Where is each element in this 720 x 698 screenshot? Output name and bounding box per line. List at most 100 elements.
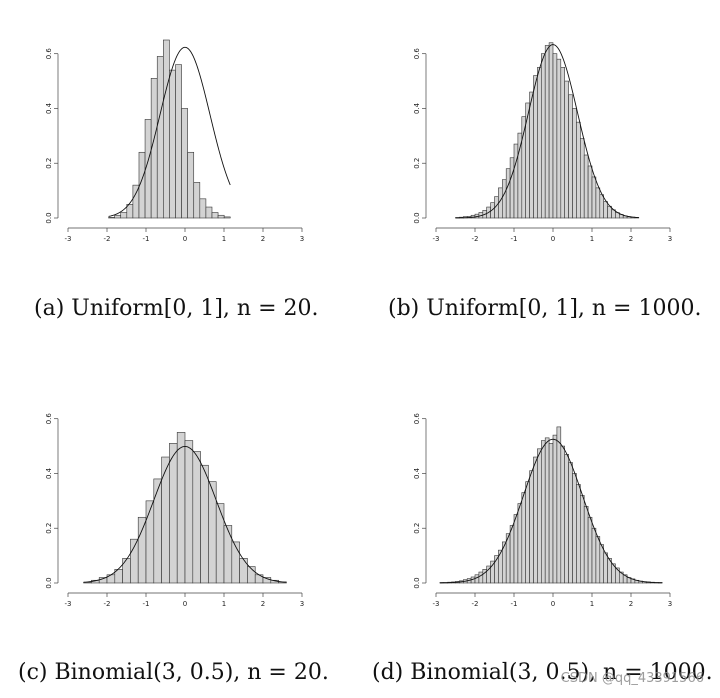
x-axis: -3 -2 -1 0 1 2 3	[433, 227, 672, 243]
histogram-bar	[541, 440, 546, 584]
caption-d: (d) Binomial(3, 0.5), n = 1000.	[372, 660, 713, 685]
y-tick-label: 0.6	[45, 48, 53, 60]
chart-panel-a: -3 -2 -1 0 1 2 3 0.0 0.2 0.4 0.6	[20, 30, 360, 280]
x-tick-label: 3	[300, 235, 304, 243]
caption-c: (c) Binomial(3, 0.5), n = 20.	[18, 660, 329, 685]
histogram-bar	[556, 58, 562, 219]
histogram-bar	[560, 445, 566, 584]
x-tick-label: -2	[472, 600, 479, 608]
histogram-bar	[156, 56, 164, 219]
bars	[83, 432, 287, 584]
histogram-bar	[505, 168, 511, 219]
chart-panel-d: -3 -2 -1 0 1 2 3 0.0 0.2 0.4 0.6	[388, 395, 720, 645]
histogram-bar	[544, 437, 550, 584]
y-tick-label: 0.0	[45, 212, 53, 223]
x-tick-label: 0	[551, 600, 555, 608]
histogram-bar	[145, 500, 155, 584]
histogram-bar	[587, 165, 593, 219]
histogram-bar	[517, 503, 523, 584]
y-tick-label: 0.0	[45, 577, 53, 588]
x-axis: -3 -2 -1 0 1 2 3	[65, 592, 304, 608]
histogram-bar	[583, 506, 589, 584]
x-tick-label: -1	[511, 600, 518, 608]
histogram-bar	[132, 184, 140, 219]
histogram-bar	[474, 574, 480, 584]
histogram-bar	[502, 179, 507, 219]
bars	[455, 42, 640, 219]
histogram-bar	[576, 121, 581, 219]
histogram-bar	[603, 552, 608, 584]
histogram-bar	[478, 571, 484, 584]
histogram-bar	[568, 462, 573, 584]
x-tick-label: 0	[183, 235, 187, 243]
y-tick-label: 0.4	[413, 102, 421, 114]
histogram-bar	[533, 456, 538, 584]
x-axis: -3 -2 -1 0 1 2 3	[65, 227, 304, 243]
histogram-bar	[587, 516, 593, 584]
histogram-bar	[560, 67, 566, 219]
histogram-bar	[599, 544, 605, 584]
histogram-bar	[521, 492, 527, 584]
histogram-bar	[223, 525, 233, 584]
histogram-bar	[591, 527, 597, 584]
x-tick-label: 3	[668, 600, 672, 608]
density-curve	[108, 46, 231, 217]
x-tick-label: 2	[261, 600, 265, 608]
bars	[439, 426, 663, 584]
x-tick-label: -1	[511, 235, 518, 243]
histogram-bar	[187, 151, 195, 219]
histogram-bar	[153, 478, 162, 584]
x-tick-label: 1	[222, 235, 226, 243]
histogram-bar	[181, 108, 188, 219]
y-tick-label: 0.2	[45, 523, 53, 534]
histogram-bar	[509, 157, 515, 219]
histogram-bar	[564, 80, 569, 219]
histogram-bar	[192, 451, 201, 584]
y-tick-label: 0.6	[413, 48, 421, 60]
chart-panel-c: -3 -2 -1 0 1 2 3 0.0 0.2 0.4 0.6	[20, 395, 360, 645]
x-tick-label: -2	[104, 235, 111, 243]
y-axis: 0.0 0.2 0.4 0.6	[413, 48, 427, 224]
histogram-bar	[599, 194, 605, 219]
x-tick-label: 3	[668, 235, 672, 243]
y-tick-label: 0.4	[413, 467, 421, 479]
histogram-d: -3 -2 -1 0 1 2 3 0.0 0.2 0.4 0.6	[413, 413, 672, 608]
x-tick-label: 3	[300, 600, 304, 608]
y-tick-label: 0.2	[413, 158, 421, 169]
x-tick-label: 1	[590, 600, 594, 608]
histogram-bar	[114, 214, 122, 219]
y-tick-label: 0.6	[413, 413, 421, 425]
histogram-bar	[217, 214, 225, 219]
histogram-bar	[564, 453, 569, 584]
histogram-bar	[525, 481, 530, 584]
histogram-bar	[199, 198, 207, 219]
histogram-a: -3 -2 -1 0 1 2 3 0.0 0.2 0.4 0.6	[45, 39, 304, 243]
y-tick-label: 0.2	[413, 523, 421, 534]
caption-b: (b) Uniform[0, 1], n = 1000.	[388, 296, 702, 321]
x-tick-label: -2	[472, 235, 479, 243]
histogram-bar	[175, 64, 182, 219]
histogram-bar	[583, 154, 589, 219]
histogram-bar	[595, 187, 601, 219]
density-curve	[439, 438, 663, 584]
histogram-bar	[193, 182, 201, 219]
y-tick-label: 0.0	[413, 212, 421, 223]
histogram-bar	[568, 94, 573, 219]
x-tick-label: -1	[143, 235, 150, 243]
histogram-bar	[572, 473, 577, 584]
histogram-bar	[537, 67, 542, 219]
histogram-bar	[533, 75, 538, 219]
x-tick-label: -1	[143, 600, 150, 608]
histogram-bar	[211, 212, 219, 219]
histogram-bar	[548, 443, 554, 584]
histogram-bar	[169, 69, 176, 219]
histogram-bar	[591, 176, 597, 219]
x-tick-label: 0	[551, 235, 555, 243]
histogram-bar	[120, 212, 128, 219]
histogram-bar	[509, 525, 515, 584]
histogram-bar	[205, 206, 213, 219]
x-tick-label: 0	[183, 600, 187, 608]
density-curve	[83, 445, 287, 583]
x-tick-label: -3	[433, 600, 440, 608]
watermark-text: CSDN @qq_43391566	[560, 671, 704, 686]
